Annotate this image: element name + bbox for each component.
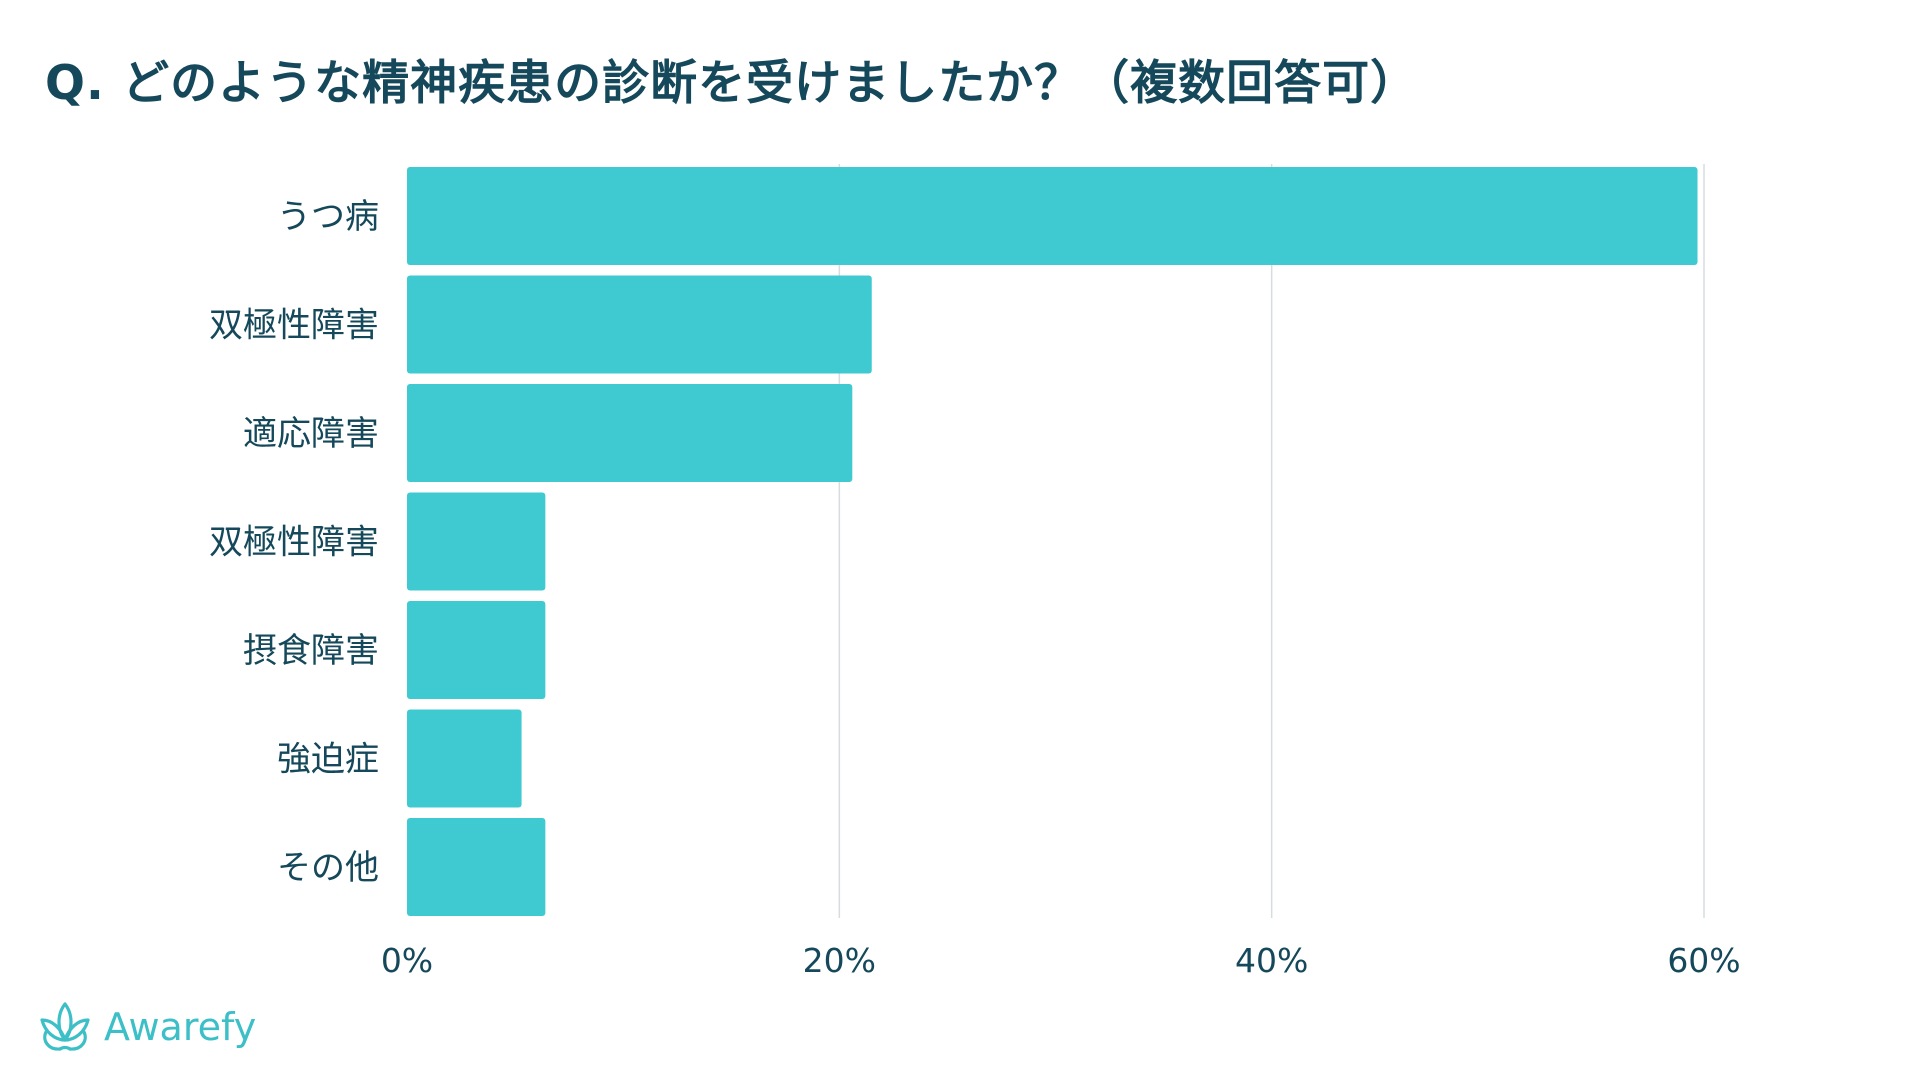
category-label: 摂食障害	[243, 631, 379, 671]
bar	[407, 167, 1698, 265]
bar	[407, 275, 872, 374]
category-label: 適応障害	[243, 414, 379, 454]
chart-title: Q. どのような精神疾患の診断を受けましたか？（複数回答可）	[45, 56, 1419, 111]
bar	[407, 709, 522, 808]
x-axis-tick-labels: 0% 20% 40% 60%	[381, 941, 1741, 980]
x-tick-label: 60%	[1667, 941, 1740, 980]
category-label: その他	[277, 848, 379, 888]
gridlines	[838, 164, 1705, 918]
brand-logo: Awarefy	[36, 1000, 256, 1054]
bars	[407, 167, 1698, 916]
category-label: 双極性障害	[209, 523, 379, 563]
category-label: 強迫症	[277, 740, 379, 780]
bar	[407, 384, 853, 482]
bar	[407, 818, 546, 916]
x-tick-label: 40%	[1235, 941, 1308, 980]
lotus-icon	[40, 1002, 90, 1051]
bar	[407, 601, 546, 699]
brand-name: Awarefy	[104, 1005, 257, 1049]
bar	[407, 492, 546, 591]
category-label: 双極性障害	[209, 306, 379, 346]
x-tick-label: 20%	[803, 941, 876, 980]
category-label: うつ病	[277, 197, 379, 237]
x-tick-label: 0%	[381, 941, 433, 980]
